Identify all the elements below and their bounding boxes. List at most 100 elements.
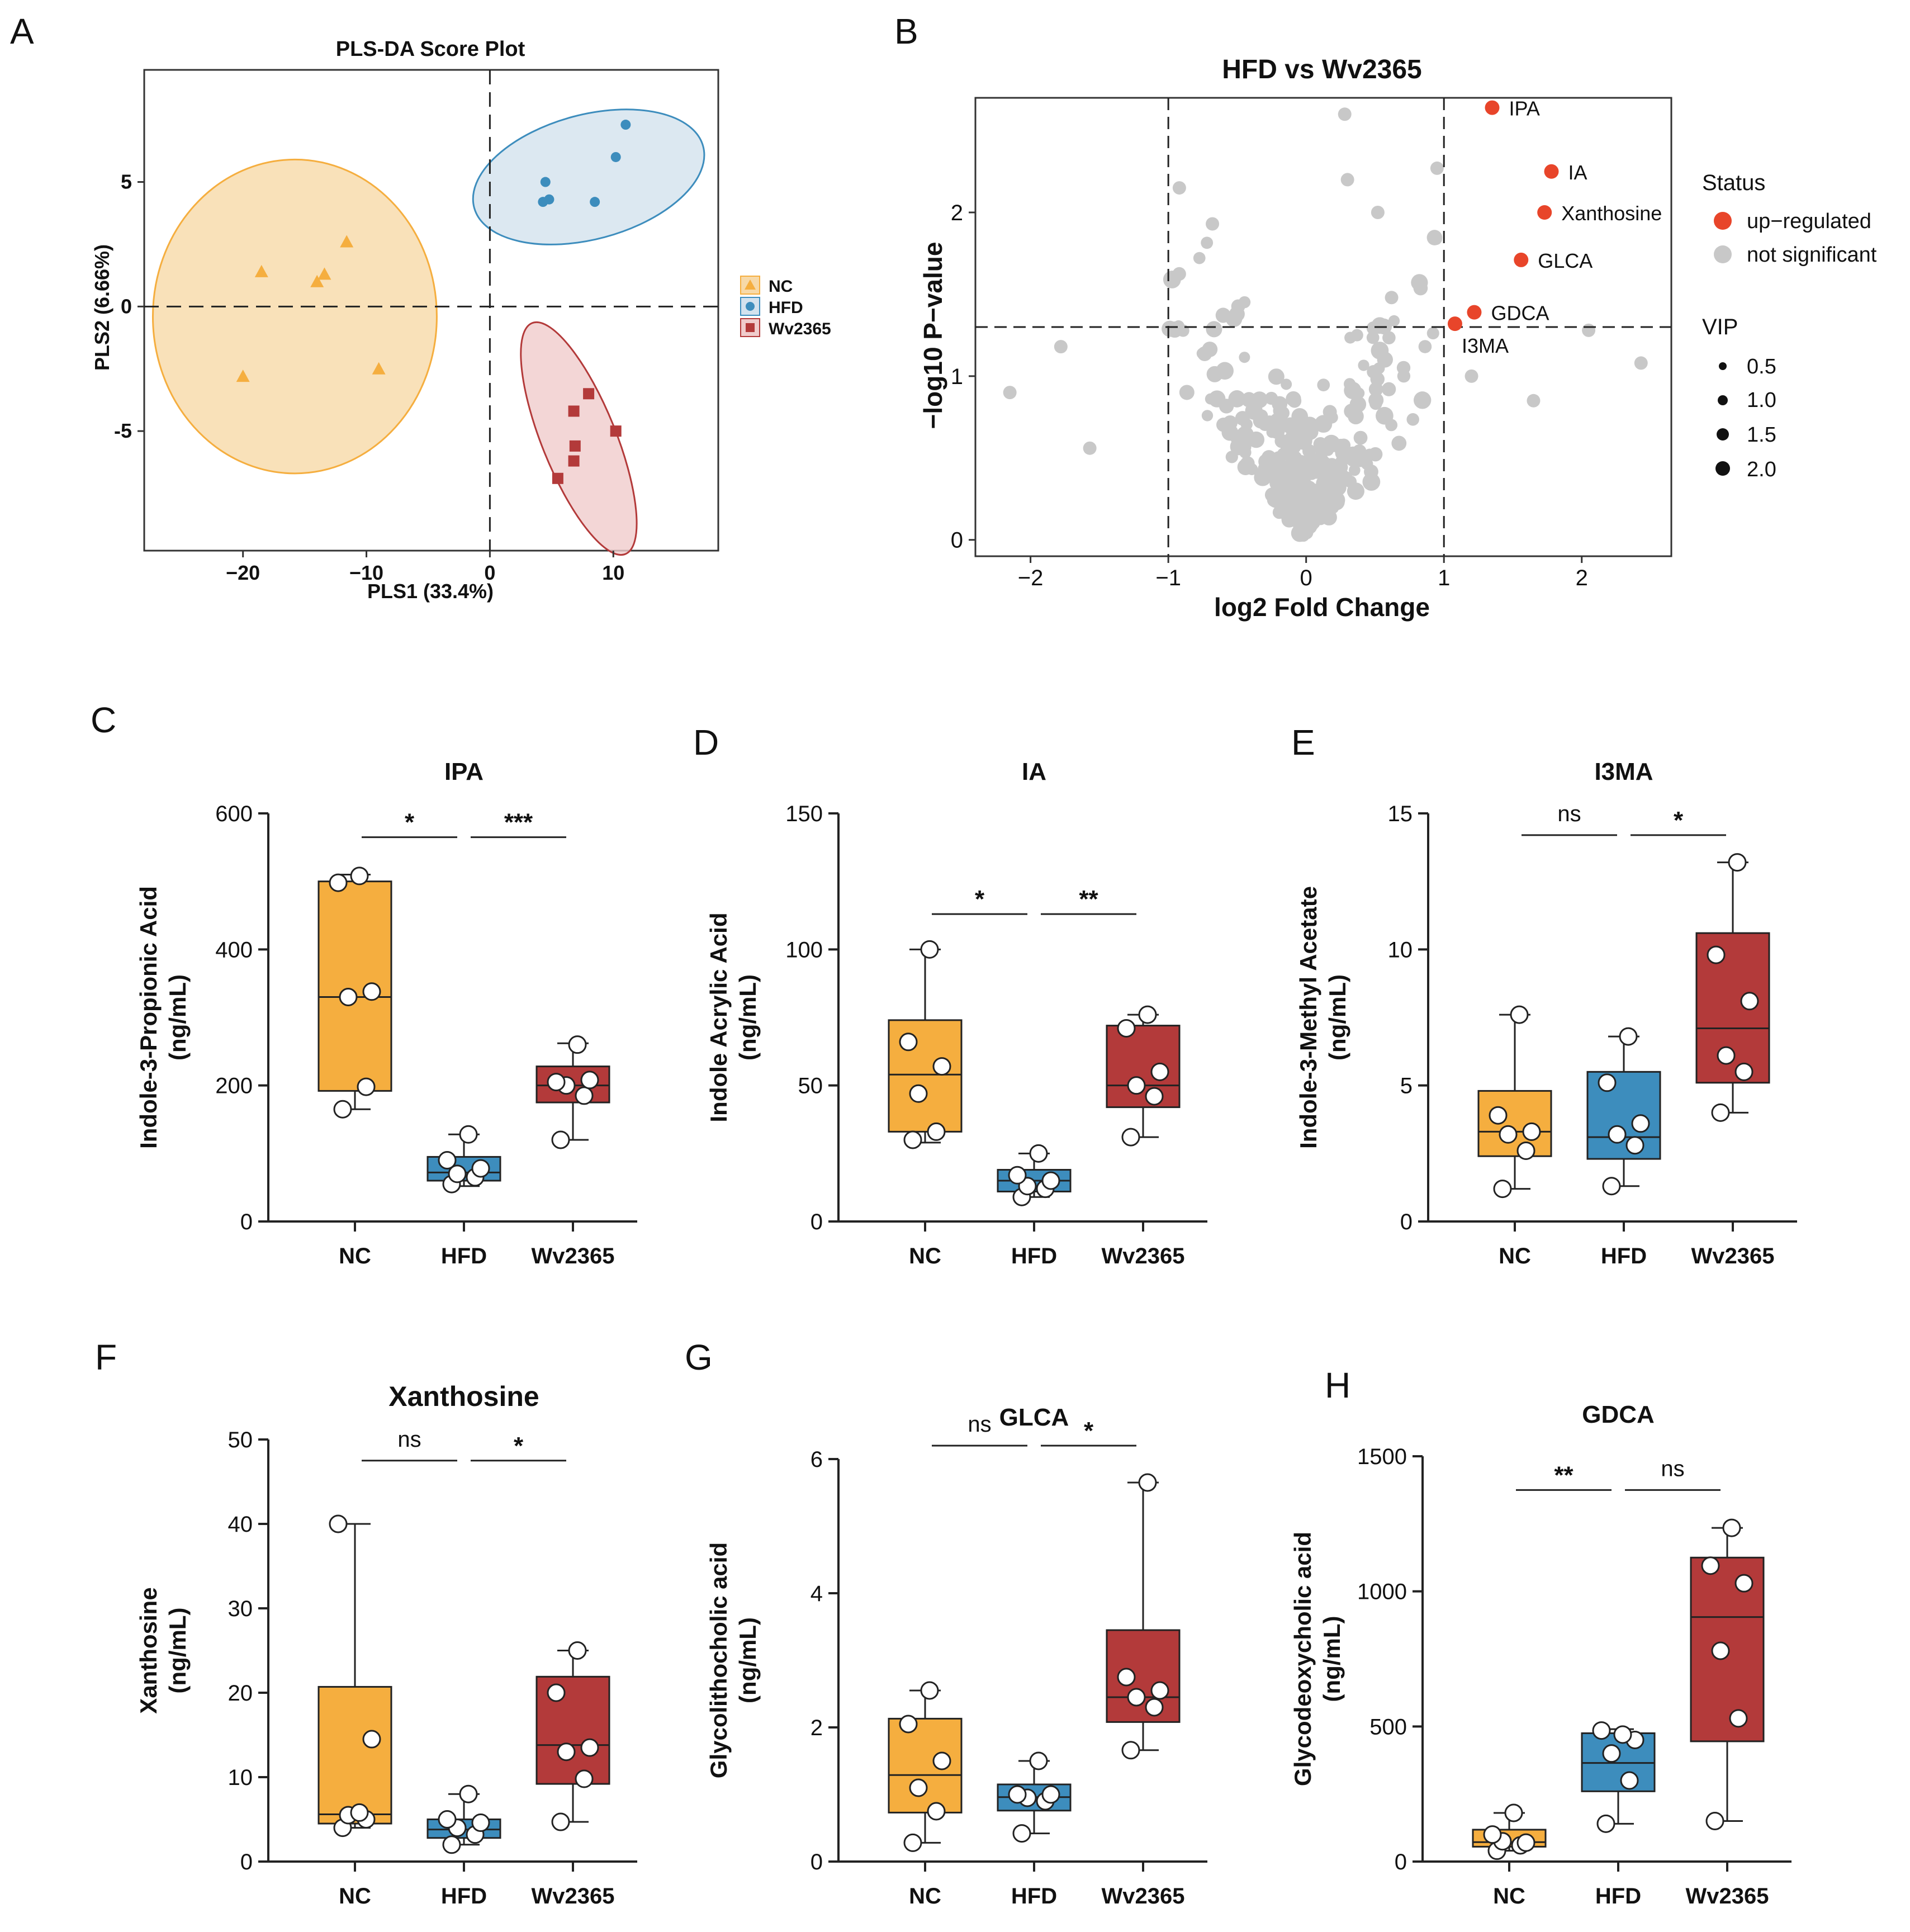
volcano-xtick-label: 0 bbox=[1300, 566, 1312, 590]
data-point bbox=[903, 1130, 922, 1149]
ns-point bbox=[1385, 291, 1399, 305]
ns-point bbox=[1299, 520, 1314, 536]
box bbox=[888, 1717, 963, 1813]
data-point bbox=[1008, 1785, 1027, 1804]
data-point bbox=[459, 1125, 478, 1144]
ytick-label: 0 bbox=[1395, 1850, 1407, 1874]
sig-label: * bbox=[1084, 1417, 1094, 1445]
data-point bbox=[920, 1681, 939, 1700]
plsda-ytick-label: 0 bbox=[121, 295, 132, 318]
ytick-label: 30 bbox=[228, 1597, 253, 1621]
hfd-point bbox=[610, 151, 621, 162]
nc-point bbox=[310, 274, 324, 287]
ytick-label: 400 bbox=[215, 937, 253, 962]
ytick-label: 100 bbox=[785, 937, 823, 962]
ellipse-wv2365 bbox=[520, 321, 638, 556]
boxplot-xanthosine: 0 10 20 30 40 50 NC HFD Wv2365 Xanthosine Xanthosi… bbox=[135, 1381, 637, 1909]
ns-point bbox=[1248, 431, 1265, 448]
vip-legend-title: VIP bbox=[1702, 315, 1738, 339]
ylabel-line1: Glycodeoxycholic acid bbox=[1290, 1532, 1316, 1786]
ns-point bbox=[1362, 473, 1381, 491]
plsda-score-plot: PLS-DA Score Plot PLS1 (33.4%) PLS2 (6.6… bbox=[91, 37, 831, 603]
legend-marker bbox=[746, 323, 755, 332]
ytick-label: 500 bbox=[1369, 1715, 1407, 1739]
legend-vip-dot bbox=[1717, 428, 1729, 441]
data-point bbox=[1145, 1698, 1164, 1717]
data-point bbox=[362, 1730, 381, 1749]
boxplot-ipa: 0 200 400 600 NC HFD Wv2365 IPA Indole-3-Propion… bbox=[135, 758, 637, 1268]
sig-label: ** bbox=[1554, 1461, 1574, 1489]
ytick-label: 2 bbox=[811, 1716, 823, 1740]
box bbox=[1477, 1090, 1552, 1157]
data-point bbox=[329, 873, 348, 892]
category-label: Wv2365 bbox=[1102, 1884, 1185, 1909]
ytick-label: 0 bbox=[240, 1210, 253, 1234]
ns-point bbox=[1377, 352, 1394, 368]
data-point bbox=[362, 982, 381, 1001]
ytick-label: 40 bbox=[228, 1512, 253, 1537]
data-point bbox=[1127, 1688, 1146, 1707]
data-point bbox=[1608, 1125, 1627, 1144]
data-point bbox=[333, 1100, 352, 1119]
boxplot-title: Xanthosine bbox=[388, 1381, 539, 1412]
ns-point bbox=[1634, 356, 1648, 370]
legend-vip-dot bbox=[1715, 461, 1730, 476]
up-label: IA bbox=[1568, 161, 1587, 184]
volcano-xtick-label: 1 bbox=[1438, 566, 1450, 590]
ns-point bbox=[1366, 321, 1381, 335]
data-point bbox=[1613, 1725, 1632, 1744]
data-point bbox=[1493, 1180, 1512, 1199]
ns-point bbox=[1370, 372, 1385, 386]
ns-point bbox=[1286, 391, 1301, 407]
data-point bbox=[1121, 1741, 1140, 1760]
nc-point bbox=[317, 267, 331, 280]
data-point bbox=[547, 1683, 566, 1702]
ylabel-line2: (ng/mL) bbox=[734, 1617, 761, 1703]
data-point bbox=[1592, 1721, 1611, 1740]
data-point bbox=[1734, 1574, 1753, 1593]
ns-point bbox=[1396, 361, 1411, 375]
data-point bbox=[568, 1035, 587, 1054]
ytick-label: 200 bbox=[215, 1074, 253, 1098]
ns-point bbox=[1271, 451, 1286, 466]
ytick-label: 50 bbox=[798, 1074, 823, 1098]
ns-point bbox=[1348, 408, 1364, 425]
legend-wv2365: Wv2365 bbox=[769, 320, 831, 338]
data-point bbox=[1483, 1825, 1502, 1844]
panel-label-f: F bbox=[95, 1337, 117, 1377]
ytick-label: 50 bbox=[228, 1428, 253, 1452]
ytick-label: 5 bbox=[1400, 1074, 1413, 1098]
data-point bbox=[1121, 1128, 1140, 1147]
category-label: NC bbox=[339, 1244, 371, 1268]
data-point bbox=[575, 1769, 594, 1788]
ns-point bbox=[1382, 331, 1396, 344]
ns-point bbox=[1411, 274, 1428, 291]
ytick-label: 20 bbox=[228, 1681, 253, 1706]
data-point bbox=[1117, 1668, 1136, 1687]
data-point bbox=[899, 1715, 918, 1734]
ns-point bbox=[1201, 410, 1214, 422]
ns-point bbox=[1241, 392, 1257, 408]
data-point bbox=[909, 1778, 928, 1797]
data-point bbox=[580, 1071, 599, 1090]
ns-point bbox=[1291, 408, 1309, 425]
data-point bbox=[438, 1151, 457, 1169]
category-label: HFD bbox=[441, 1244, 487, 1268]
ylabel-line1: Glycolithocholic acid bbox=[705, 1542, 732, 1778]
ylabel-line1: Indole Acrylic Acid bbox=[705, 913, 732, 1123]
ns-point bbox=[1338, 107, 1352, 121]
category-label: NC bbox=[1493, 1884, 1525, 1909]
ylabel-line1: Xanthosine bbox=[135, 1587, 162, 1713]
ns-point bbox=[1273, 486, 1287, 500]
boxplot-ia: 0 50 100 150 NC HFD Wv2365 IA Indole Acrylic Aci… bbox=[705, 758, 1207, 1268]
ytick-label: 1000 bbox=[1357, 1580, 1407, 1604]
plsda-xtick-label: −10 bbox=[349, 561, 383, 584]
box bbox=[317, 1685, 392, 1825]
wv2365-point bbox=[569, 440, 581, 452]
wv2365-point bbox=[568, 405, 580, 417]
box bbox=[888, 1019, 963, 1133]
data-point bbox=[1717, 1046, 1736, 1065]
ns-point bbox=[1215, 307, 1231, 323]
data-point bbox=[547, 1073, 566, 1092]
volcano-ytick-label: 1 bbox=[951, 364, 963, 389]
